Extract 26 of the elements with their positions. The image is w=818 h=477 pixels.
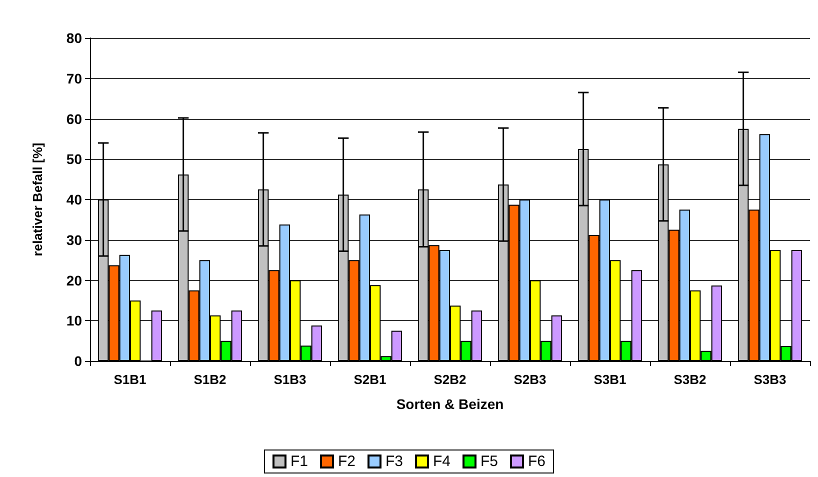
- x-tick-label: S1B3: [274, 372, 306, 387]
- legend-label: F5: [480, 453, 498, 470]
- x-tick-label: S2B2: [434, 372, 466, 387]
- legend-label: F6: [528, 453, 546, 470]
- legend-label: F3: [385, 453, 404, 470]
- y-tick-label: 20: [66, 272, 82, 288]
- x-tick-label: S3B1: [594, 372, 626, 387]
- y-tick-label: 70: [66, 70, 82, 86]
- x-axis-title: Sorten & Beizen: [396, 396, 504, 412]
- y-tick-label: 10: [66, 312, 82, 329]
- y-tick-label: 50: [66, 151, 82, 168]
- x-tick-label: S2B3: [514, 372, 546, 387]
- x-tick-label: S3B3: [754, 372, 786, 387]
- y-tick-label: 30: [66, 232, 82, 248]
- x-tick-label: S1B1: [114, 372, 146, 387]
- legend-label: F2: [338, 453, 356, 470]
- y-tick-label: 40: [66, 192, 82, 208]
- x-tick-label: S1B2: [194, 372, 226, 387]
- x-tick-label: S3B2: [674, 372, 706, 387]
- y-tick-label: 60: [66, 110, 82, 127]
- y-tick-label: 0: [74, 353, 82, 369]
- y-tick-label: 80: [66, 30, 82, 46]
- legend-label: F1: [290, 453, 308, 470]
- x-tick-label: S2B1: [354, 372, 386, 387]
- y-axis-title: relativer Befall [%]: [30, 142, 45, 256]
- legend-label: F4: [433, 453, 451, 470]
